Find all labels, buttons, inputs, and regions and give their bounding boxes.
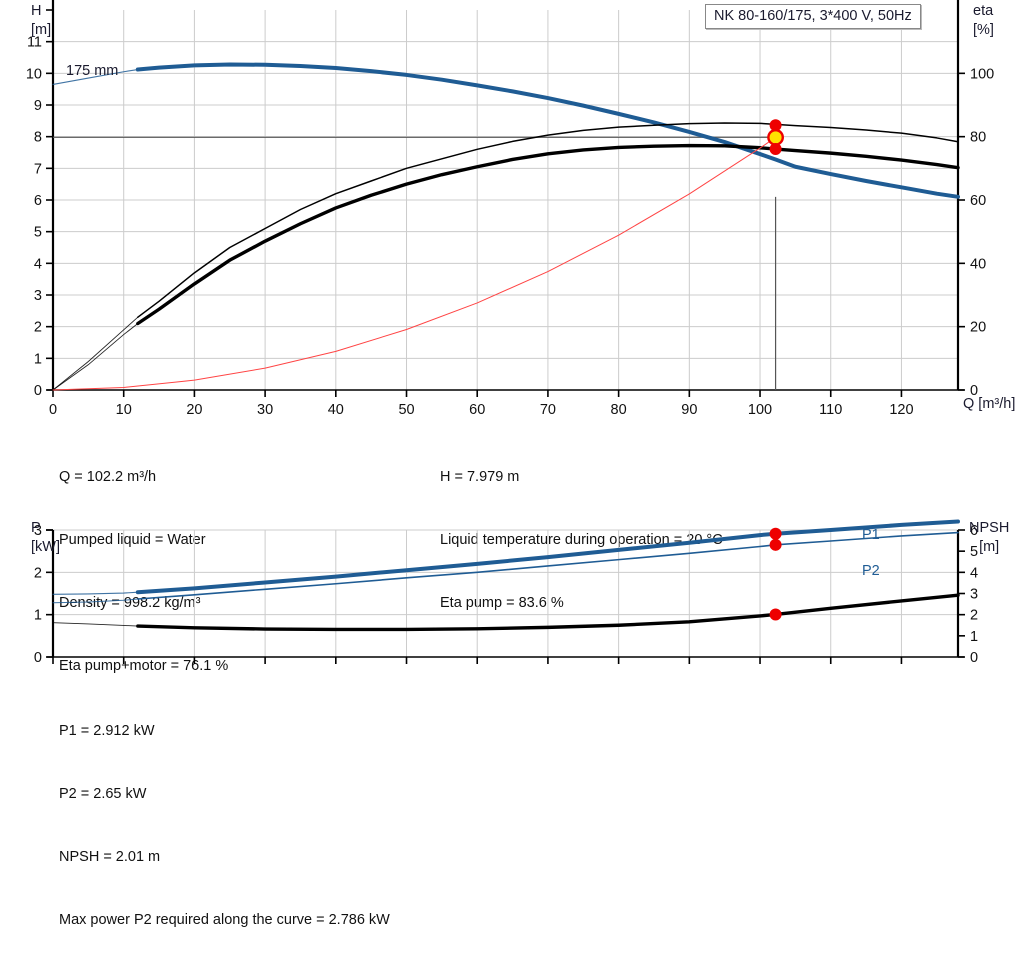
head-axis-label-line1: H (31, 3, 42, 19)
svg-text:80: 80 (970, 130, 986, 146)
svg-text:70: 70 (540, 402, 556, 418)
svg-text:40: 40 (970, 256, 986, 272)
chart-title-box: NK 80-160/175, 3*400 V, 50Hz (705, 4, 921, 29)
pump-curve-page: 0 1 2 3 4 5 6 7 8 9 10 11 0 20 40 60 80 100 0 10 20 30 40 50 60 7… (26, 0, 1016, 928)
svg-text:6: 6 (34, 193, 42, 209)
duty-info-left-0: Q = 102.2 m³/h (59, 469, 157, 485)
svg-text:1: 1 (970, 629, 978, 645)
impeller-label: 175 mm (66, 63, 119, 79)
duty-info-right-0: H = 7.979 m (440, 469, 520, 485)
eta-axis-label-line1: eta (973, 3, 994, 19)
svg-text:7: 7 (34, 161, 42, 177)
power-info-0: P1 = 2.912 kW (59, 723, 155, 739)
svg-text:1: 1 (34, 608, 42, 624)
npsh-axis-label-line2: [m] (979, 539, 1000, 555)
svg-text:5: 5 (34, 225, 42, 241)
main-chart-curves (52, 62, 960, 391)
svg-text:110: 110 (819, 402, 842, 418)
svg-text:90: 90 (681, 402, 697, 418)
svg-text:20: 20 (186, 402, 202, 418)
svg-text:8: 8 (34, 130, 42, 146)
svg-text:30: 30 (257, 402, 273, 418)
power-chart-tick-labels: 0 1 2 3 0 1 2 3 4 5 6 (34, 523, 978, 666)
svg-text:0: 0 (49, 402, 57, 418)
svg-text:100: 100 (970, 66, 994, 82)
duty-info-right-2: Eta pump = 83.6 % (440, 595, 564, 611)
head-axis-label: H [m] (31, 2, 51, 40)
svg-text:6: 6 (970, 523, 978, 539)
svg-text:40: 40 (328, 402, 344, 418)
duty-info-left-3: Eta pump+motor = 76.1 % (59, 658, 229, 674)
eta-axis-label-line2: [%] (973, 22, 994, 38)
power-chart-curves (52, 519, 960, 632)
svg-text:2: 2 (34, 320, 42, 336)
svg-text:3: 3 (970, 587, 978, 603)
svg-text:3: 3 (34, 288, 42, 304)
power-info: P1 = 2.912 kW P2 = 2.65 kW NPSH = 2.01 m… (59, 679, 390, 973)
svg-text:1: 1 (34, 351, 42, 367)
power-chart-ticks (46, 529, 965, 664)
svg-text:3: 3 (34, 523, 42, 539)
svg-text:11: 11 (27, 35, 42, 51)
svg-text:60: 60 (469, 402, 485, 418)
npsh-axis-label: NPSH [m] (969, 519, 1009, 557)
head-axis-label-line2: [m] (31, 22, 52, 38)
svg-text:4: 4 (34, 256, 42, 272)
svg-text:120: 120 (889, 402, 913, 418)
power-chart-gridlines (53, 529, 958, 657)
power-npsh-chart: 0 1 2 3 0 1 2 3 4 5 6 (34, 519, 978, 666)
p2-curve-label: P2 (862, 563, 880, 579)
power-axis-label-line2: [kW] (31, 539, 60, 555)
svg-text:2: 2 (34, 565, 42, 581)
power-axis-label-line1: P (31, 520, 41, 536)
svg-text:0: 0 (34, 650, 42, 666)
power-axis-label: P [kW] (31, 519, 60, 557)
duty-info-left: Q = 102.2 m³/h Pumped liquid = Water Den… (59, 425, 228, 719)
svg-text:10: 10 (26, 66, 42, 82)
p1-curve-label: P1 (862, 527, 880, 543)
npsh-axis-label-line1: NPSH (969, 520, 1010, 536)
duty-info-right-1: Liquid temperature during operation = 20… (440, 532, 723, 548)
power-info-3: Max power P2 required along the curve = … (59, 912, 390, 928)
main-chart-gridlines (53, 10, 958, 390)
main-chart-ticks (46, 0, 965, 397)
svg-text:20: 20 (970, 320, 986, 336)
svg-text:0: 0 (970, 383, 978, 399)
svg-text:4: 4 (970, 565, 978, 581)
svg-text:5: 5 (970, 544, 978, 560)
svg-text:0: 0 (34, 383, 42, 399)
power-chart-markers (769, 527, 782, 621)
main-chart-markers (767, 119, 784, 156)
svg-text:100: 100 (748, 402, 772, 418)
chart-title: NK 80-160/175, 3*400 V, 50Hz (714, 8, 912, 24)
power-info-1: P2 = 2.65 kW (59, 786, 147, 802)
eta-axis-label: eta [%] (973, 2, 994, 40)
svg-text:9: 9 (34, 98, 42, 114)
svg-text:50: 50 (398, 402, 414, 418)
duty-info-left-1: Pumped liquid = Water (59, 532, 206, 548)
svg-text:60: 60 (970, 193, 986, 209)
flow-axis-label: Q [m³/h] (963, 396, 1016, 412)
svg-text:0: 0 (970, 650, 978, 666)
power-info-2: NPSH = 2.01 m (59, 849, 161, 865)
duty-info-right: H = 7.979 m Liquid temperature during op… (440, 425, 723, 656)
svg-text:10: 10 (116, 402, 132, 418)
svg-text:80: 80 (611, 402, 627, 418)
svg-text:2: 2 (970, 608, 978, 624)
